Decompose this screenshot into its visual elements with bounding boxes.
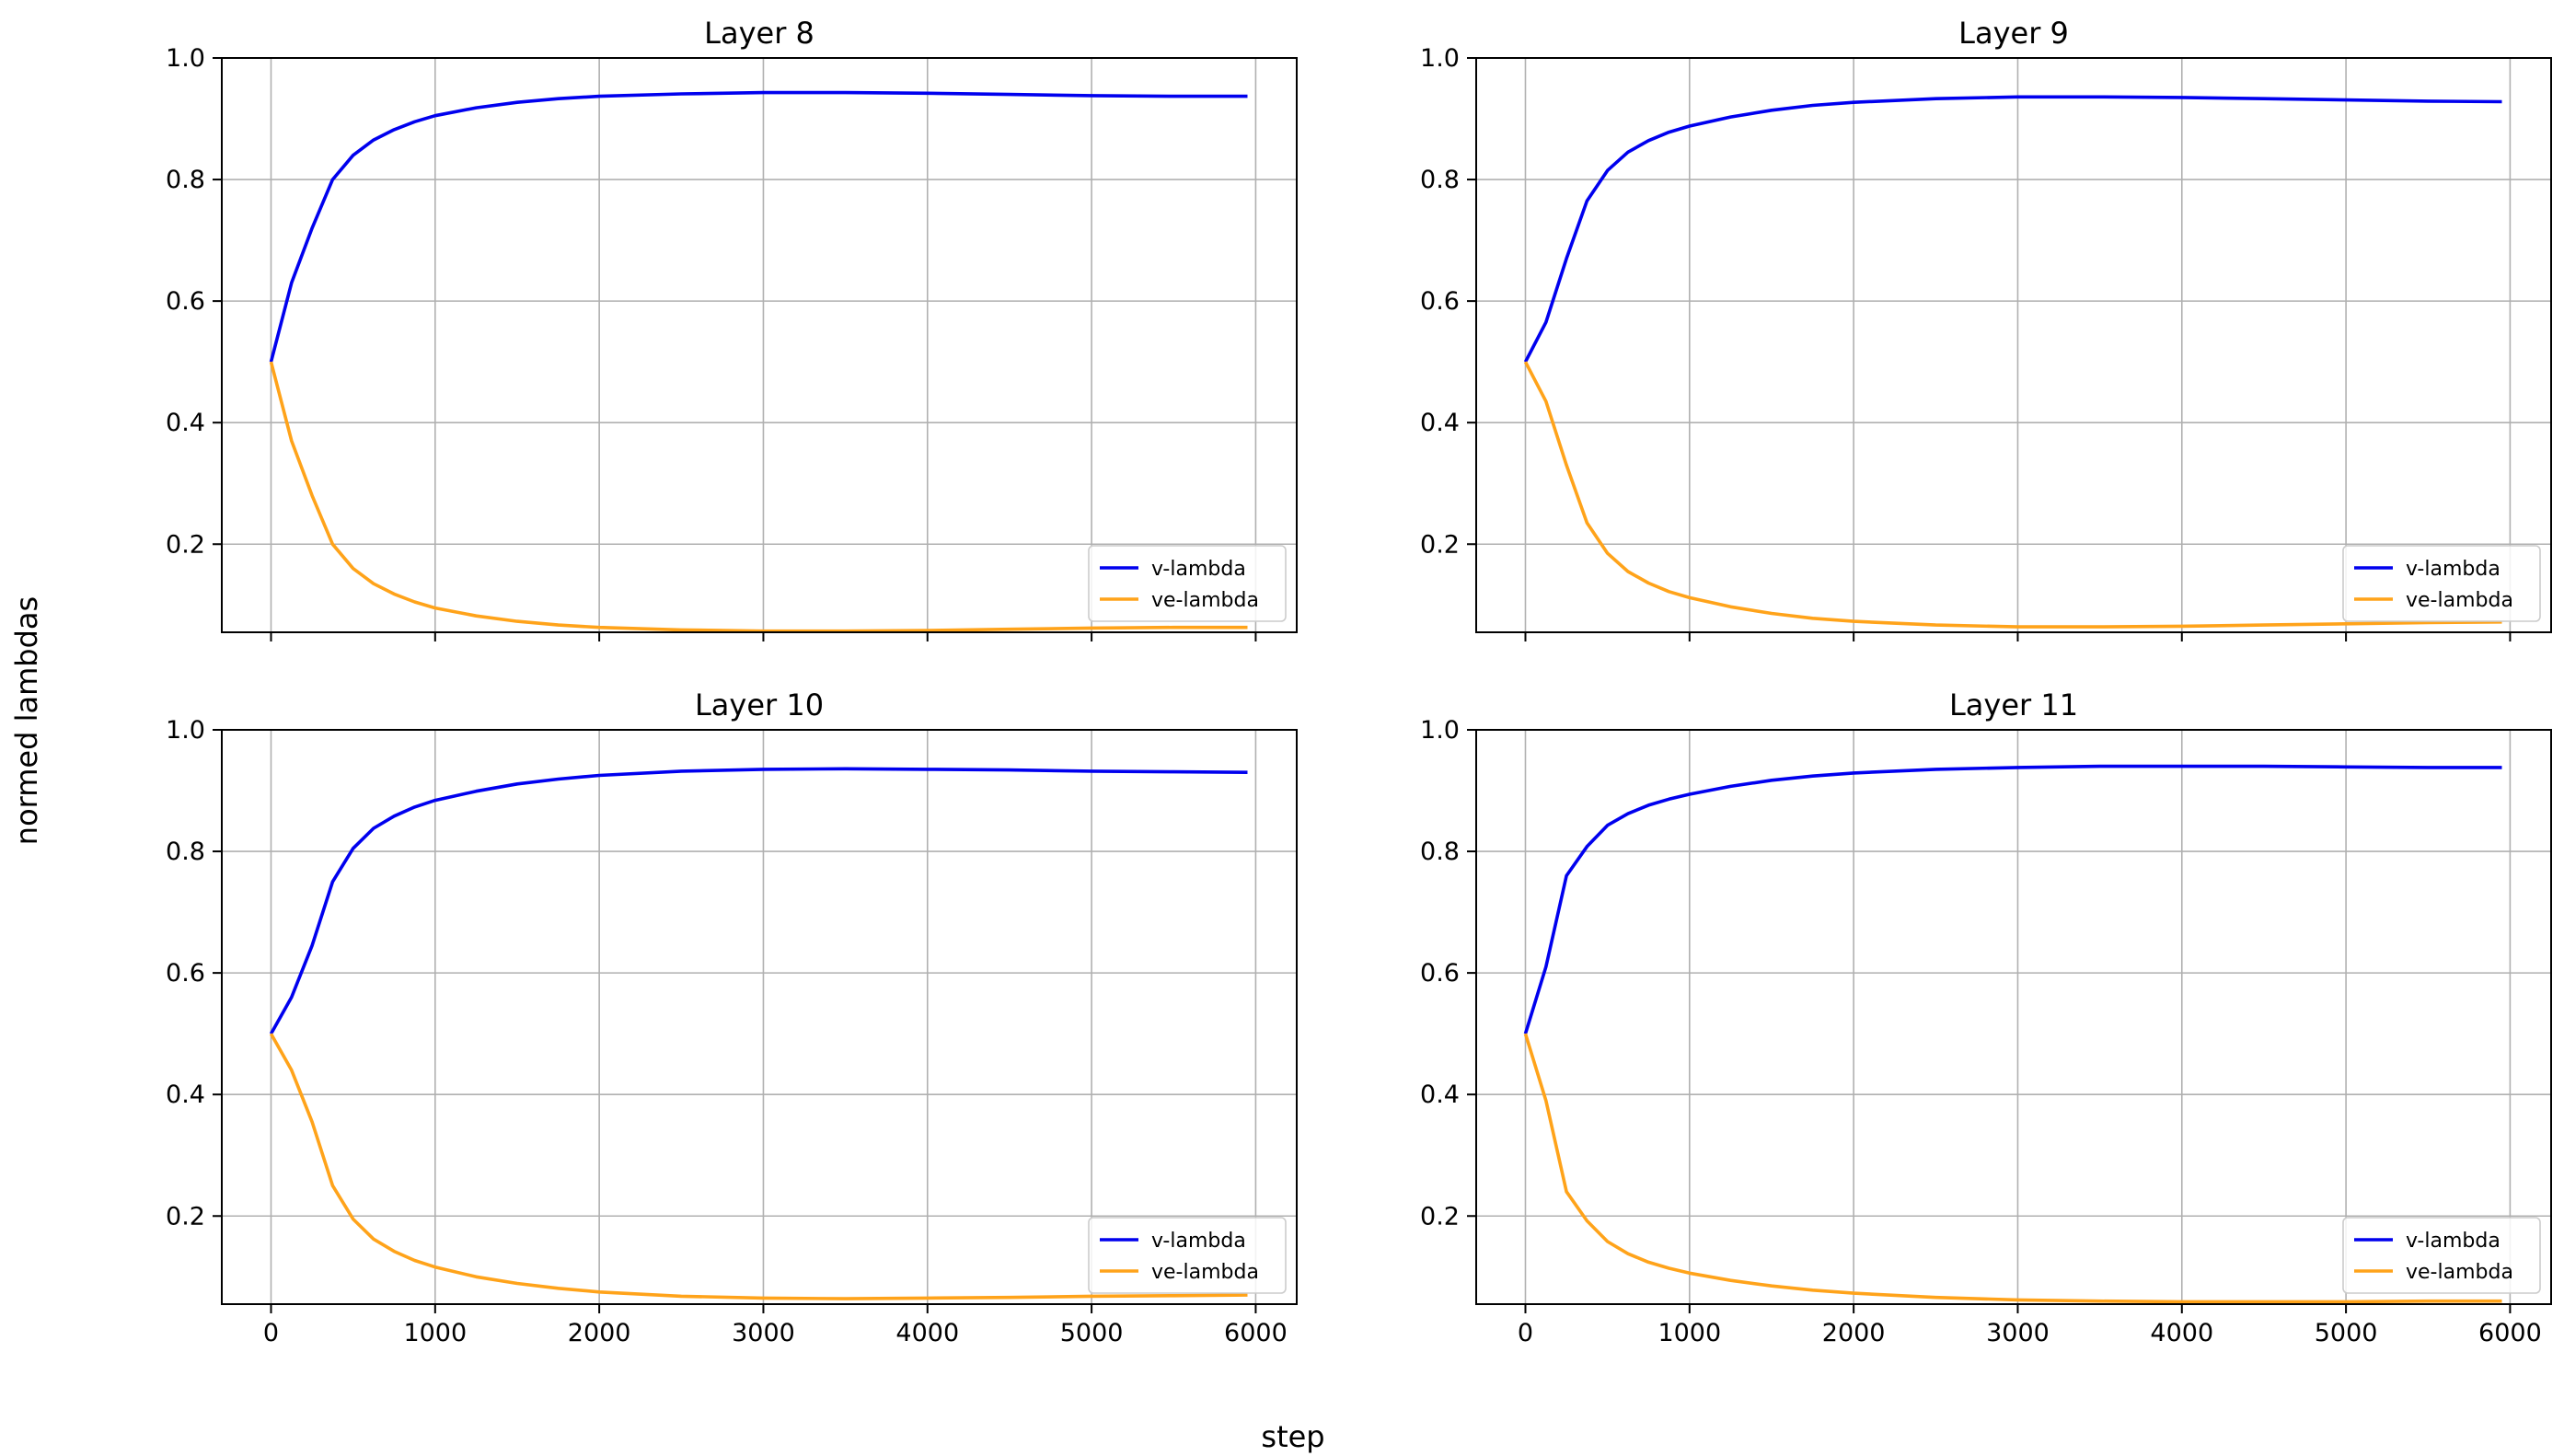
subplot-title: Layer 9 (1958, 16, 2069, 51)
legend-label-ve-lambda: ve-lambda (1151, 1261, 1259, 1284)
legend-label-ve-lambda: ve-lambda (2406, 589, 2513, 612)
subplot-3: 0 1000 2000 3000 4000 5000 6000 0.2 0.4 0.6 0.8 1.0… (166, 688, 1298, 1347)
y-tick-label: 0.4 (166, 409, 205, 437)
y-tick-label: 0.8 (1420, 166, 1460, 194)
subplot-title: Layer 10 (695, 688, 824, 722)
legend: v-lambda ve-lambda (2342, 1217, 2541, 1294)
legend-box (2342, 1217, 2541, 1294)
subplot-2: 0.2 0.4 0.6 0.8 1.0 Layer 9 v-lambda ve-lambda (1420, 16, 2552, 641)
x-tick-label: 2000 (1822, 1319, 1886, 1347)
y-tick-label: 0.4 (1420, 409, 1460, 437)
x-tick-label: 3000 (732, 1319, 795, 1347)
x-tick-label: 5000 (2315, 1319, 2378, 1347)
y-tick-label: 0.2 (1420, 530, 1460, 559)
y-tick-label: 0.2 (1420, 1202, 1460, 1231)
x-tick-label: 0 (1518, 1319, 1533, 1347)
y-tick-label: 1.0 (1420, 716, 1460, 745)
figure-x-axis-label: step (1261, 1419, 1324, 1454)
y-tick-label: 0.4 (1420, 1080, 1460, 1109)
subplot-4: 0 1000 2000 3000 4000 5000 6000 0.2 0.4 0.6 0.8 1.0… (1420, 688, 2552, 1347)
y-tick-label: 0.2 (166, 1202, 205, 1231)
legend-label-v-lambda: v-lambda (1151, 1230, 1246, 1253)
series-line-ve-lambda (1523, 361, 2502, 629)
series-line-ve-lambda (1523, 1033, 2502, 1304)
x-tick-label: 0 (263, 1319, 279, 1347)
y-tick-label: 0.6 (1420, 959, 1460, 988)
y-tick-label: 0.6 (1420, 287, 1460, 316)
y-tick-label: 0.8 (166, 838, 205, 866)
legend-label-ve-lambda: ve-lambda (2406, 1261, 2513, 1284)
x-tick-label: 1000 (403, 1319, 467, 1347)
y-tick-label: 0.8 (1420, 838, 1460, 866)
x-tick-label: 5000 (1060, 1319, 1124, 1347)
series-line-ve-lambda (269, 361, 1248, 633)
series-line-v-lambda (269, 90, 1248, 363)
y-tick-label: 0.4 (166, 1080, 205, 1109)
legend-label-v-lambda: v-lambda (2406, 1230, 2500, 1253)
y-tick-label: 0.6 (166, 959, 205, 988)
x-tick-label: 3000 (1986, 1319, 2050, 1347)
legend-box (1088, 1217, 1287, 1294)
figure-y-axis-label: normed lambdas (9, 596, 44, 845)
legend: v-lambda ve-lambda (1088, 545, 1287, 622)
legend-box (1088, 545, 1287, 622)
y-tick-label: 1.0 (166, 716, 205, 745)
x-tick-label: 2000 (568, 1319, 631, 1347)
legend-label-v-lambda: v-lambda (2406, 558, 2500, 581)
y-tick-label: 0.6 (166, 287, 205, 316)
axes-frame (221, 57, 1298, 633)
series-line-v-lambda (1523, 764, 2502, 1034)
legend-label-ve-lambda: ve-lambda (1151, 589, 1259, 612)
y-tick-label: 0.2 (166, 530, 205, 559)
subplot-title: Layer 8 (704, 16, 814, 51)
legend-box (2342, 545, 2541, 622)
subplot-1: 0.2 0.4 0.6 0.8 1.0 Layer 8 v-lambda ve-lambda (166, 16, 1298, 641)
x-tick-label: 4000 (2150, 1319, 2213, 1347)
series-line-ve-lambda (269, 1033, 1248, 1300)
legend: v-lambda ve-lambda (1088, 1217, 1287, 1294)
y-tick-label: 0.8 (166, 166, 205, 194)
x-tick-label: 4000 (895, 1319, 959, 1347)
axes-frame (1475, 729, 2552, 1305)
series-line-v-lambda (269, 767, 1248, 1035)
x-tick-label: 6000 (1224, 1319, 1288, 1347)
y-tick-label: 1.0 (1420, 44, 1460, 73)
subplot-title: Layer 11 (1949, 688, 2078, 722)
series-line-v-lambda (1523, 95, 2502, 364)
axes-frame (1475, 57, 2552, 633)
x-tick-label: 6000 (2478, 1319, 2542, 1347)
axes-frame (221, 729, 1298, 1305)
x-tick-label: 1000 (1657, 1319, 1721, 1347)
y-tick-label: 1.0 (166, 44, 205, 73)
legend-label-v-lambda: v-lambda (1151, 558, 1246, 581)
legend: v-lambda ve-lambda (2342, 545, 2541, 622)
